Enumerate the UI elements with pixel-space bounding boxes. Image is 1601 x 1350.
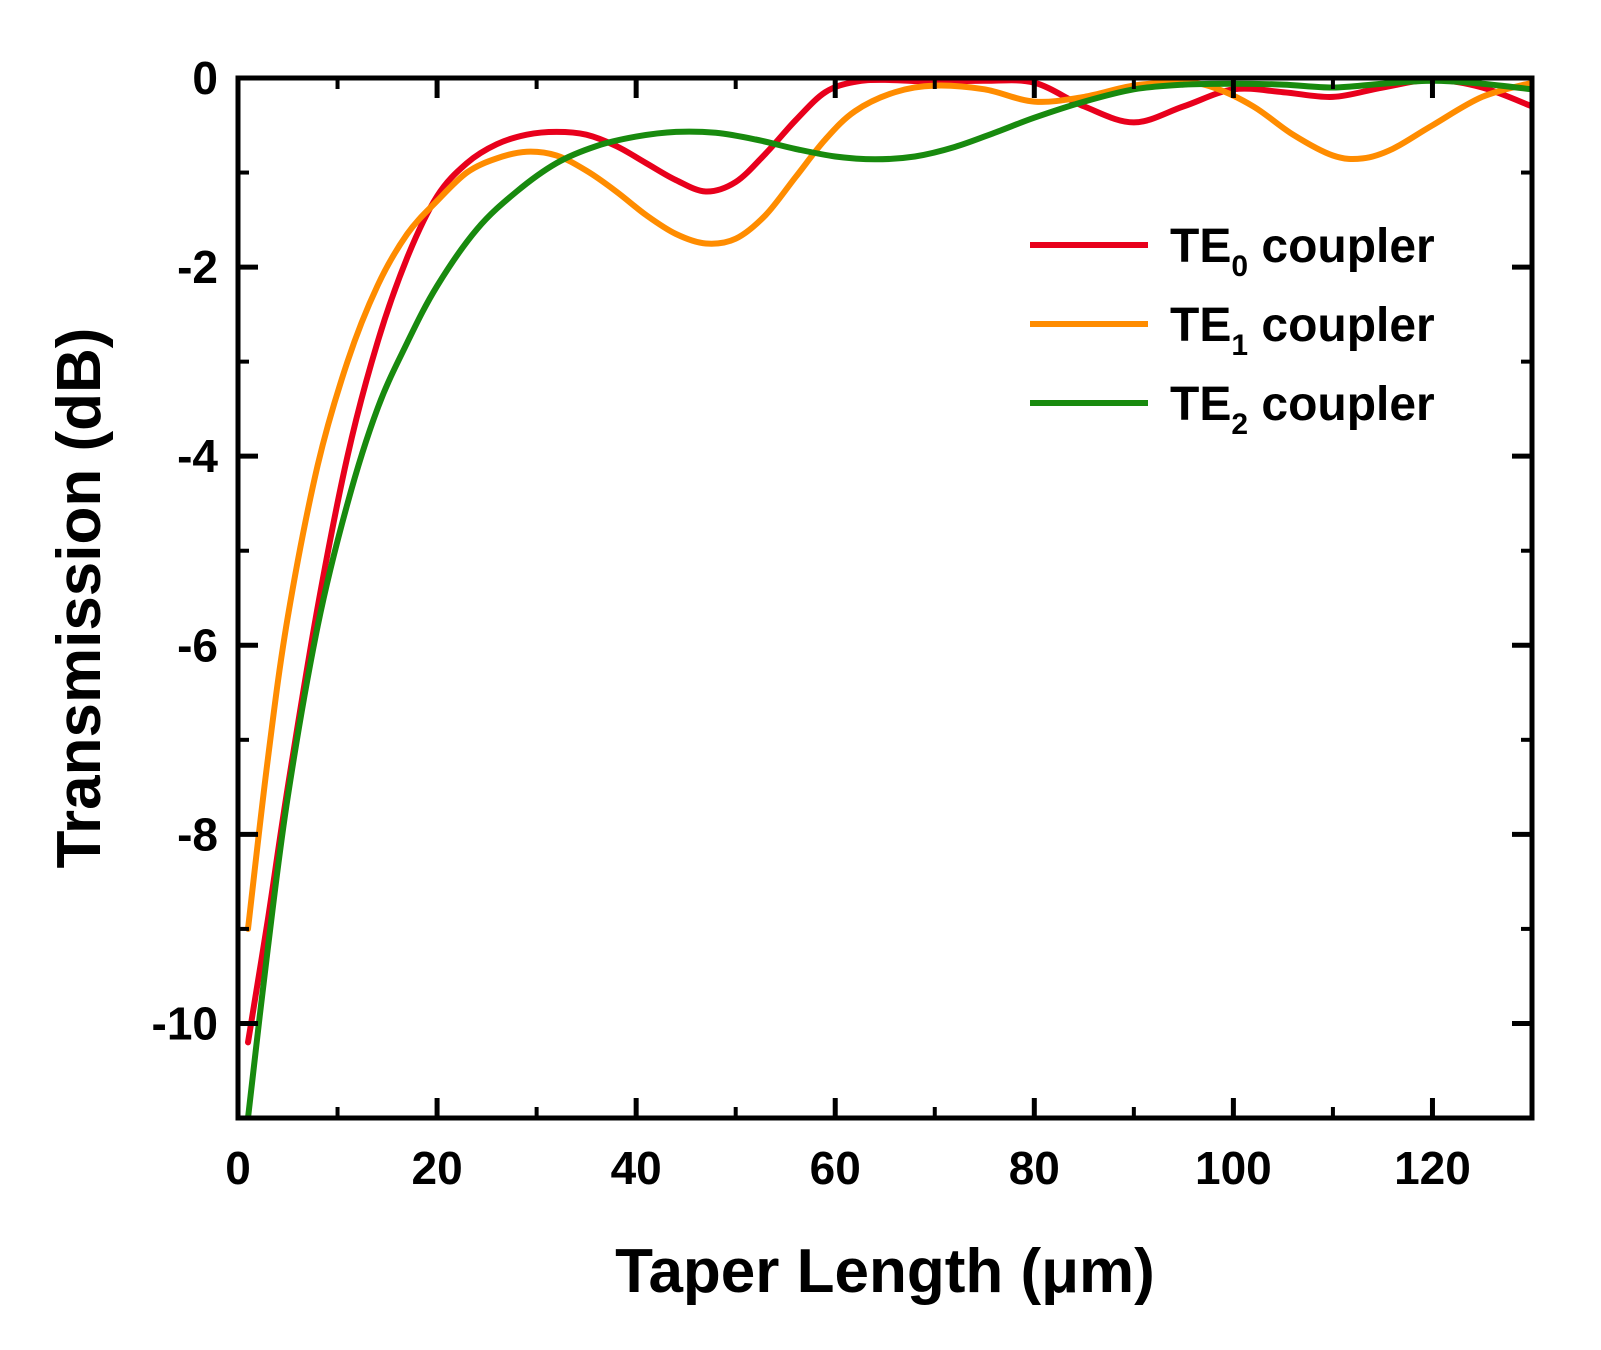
x-tick-label: 0 (225, 1142, 251, 1194)
y-tick-label: -4 (177, 430, 218, 482)
series-line-1 (245, 79, 1532, 932)
legend-label-main: TE (1170, 299, 1231, 352)
x-tick-label: 40 (611, 1142, 662, 1194)
legend-label-rest: coupler (1248, 378, 1435, 431)
legend-label-sub: 0 (1231, 250, 1248, 283)
legend-label-rest: coupler (1248, 299, 1435, 352)
x-tick-label: 120 (1394, 1142, 1471, 1194)
x-tick-label: 20 (411, 1142, 462, 1194)
plot-frame (235, 75, 1535, 1121)
y-tick-label: -6 (177, 619, 218, 671)
legend-label-sub: 2 (1231, 408, 1248, 441)
series-line-2 (245, 78, 1532, 1118)
y-tick-label: 0 (192, 52, 218, 104)
legend-label-main: TE (1170, 378, 1231, 431)
y-axis-title: Transmission (dB) (45, 328, 114, 869)
legend-label-rest: coupler (1248, 220, 1435, 273)
y-tick-label: -2 (177, 241, 218, 293)
x-tick-label: 80 (1009, 1142, 1060, 1194)
series-layer (245, 78, 1532, 1118)
legend-label-2: TE2 coupler (1170, 378, 1435, 441)
legend-label-main: TE (1170, 220, 1231, 273)
legend-label-1: TE1 coupler (1170, 299, 1435, 362)
x-tick-label: 100 (1195, 1142, 1272, 1194)
legend-label-0: TE0 coupler (1170, 220, 1435, 283)
y-tick-label: -8 (177, 808, 218, 860)
x-tick-label: 60 (810, 1142, 861, 1194)
x-axis-title: Taper Length (μm) (615, 1237, 1155, 1306)
y-tick-label: -10 (152, 997, 218, 1049)
legend-label-sub: 1 (1231, 329, 1248, 362)
